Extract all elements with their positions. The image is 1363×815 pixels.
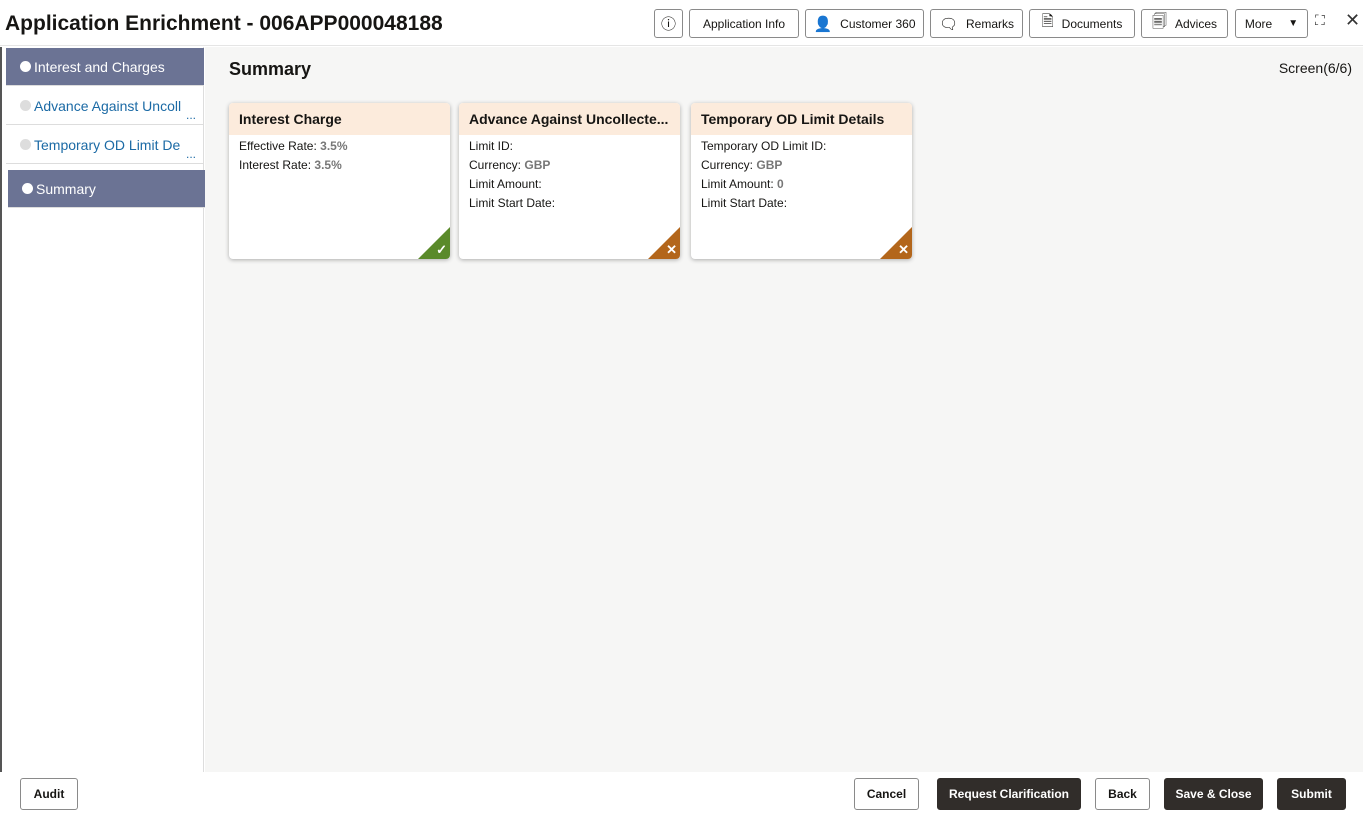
check-icon: ✓ bbox=[436, 242, 447, 257]
cross-icon: ✕ bbox=[666, 242, 677, 257]
step-dot-icon bbox=[20, 139, 31, 150]
field-label: Currency: bbox=[701, 158, 754, 172]
summary-card[interactable]: Advance Against Uncollecte... Limit ID: C… bbox=[459, 103, 680, 259]
comment-icon: 🗨 bbox=[938, 15, 959, 33]
step-dot-icon bbox=[20, 100, 31, 111]
field-label: Limit Start Date: bbox=[701, 196, 788, 210]
field-value: GBP bbox=[524, 158, 551, 172]
person-icon: 👤 bbox=[813, 15, 833, 33]
card-row: Limit Amount: 0 bbox=[701, 175, 902, 194]
field-value: 3.5% bbox=[314, 158, 342, 172]
label: Customer 360 bbox=[840, 16, 916, 31]
save-close-button[interactable]: Save & Close bbox=[1164, 778, 1263, 810]
collapse-icon[interactable]: ⛶ bbox=[1315, 12, 1325, 28]
sidebar-item-summary[interactable]: Summary bbox=[8, 170, 206, 208]
summary-card[interactable]: Interest Charge Effective Rate: 3.5% Inter… bbox=[229, 103, 450, 259]
card-row: Currency: GBP bbox=[701, 156, 902, 175]
label: Interest and Charges bbox=[34, 58, 165, 75]
field-label: Limit Start Date: bbox=[469, 196, 556, 210]
header: Application Enrichment - 006APP000048188… bbox=[0, 0, 1363, 46]
main-content: Summary Screen(6/6) Interest Charge Effec… bbox=[205, 47, 1363, 772]
card-row: Limit Amount: bbox=[469, 175, 670, 194]
page-title: Application Enrichment - 006APP000048188 bbox=[5, 12, 443, 35]
cancel-button[interactable]: Cancel bbox=[854, 778, 919, 810]
card-row: Limit ID: bbox=[469, 137, 670, 156]
card-row: Limit Start Date: bbox=[469, 194, 670, 213]
field-label: Interest Rate: bbox=[239, 158, 312, 172]
info-button[interactable]: ⓘ bbox=[654, 9, 683, 38]
section-title: Summary bbox=[229, 59, 312, 79]
document-icon: 🗎 bbox=[1041, 13, 1054, 30]
sidebar-item-advance-against-uncollected[interactable]: Advance Against Uncoll... bbox=[6, 87, 204, 125]
field-label: Limit Amount: bbox=[701, 177, 774, 191]
card-title: Advance Against Uncollecte... bbox=[459, 103, 680, 135]
field-value: 3.5% bbox=[320, 139, 348, 153]
card-row: Effective Rate: 3.5% bbox=[239, 137, 440, 156]
field-label: Limit Amount: bbox=[469, 177, 542, 191]
remarks-button[interactable]: 🗨 Remarks bbox=[930, 9, 1023, 38]
field-label: Currency: bbox=[469, 158, 522, 172]
caret-down-icon: ▼ bbox=[1288, 18, 1299, 29]
documents-button[interactable]: 🗎 Documents bbox=[1029, 9, 1135, 38]
application-info-button[interactable]: Application Info bbox=[689, 9, 799, 38]
label: Advices bbox=[1174, 16, 1218, 31]
field-value: GBP bbox=[756, 158, 783, 172]
close-icon[interactable]: ✕ bbox=[1345, 10, 1361, 30]
status-corner bbox=[648, 227, 680, 259]
submit-button[interactable]: Submit bbox=[1277, 778, 1346, 810]
step-dot-icon bbox=[20, 61, 31, 72]
ellipsis: ... bbox=[185, 108, 196, 122]
audit-button[interactable]: Audit bbox=[20, 778, 78, 810]
field-value: 0 bbox=[777, 177, 784, 191]
card-row: Currency: GBP bbox=[469, 156, 670, 175]
advices-button[interactable]: 🗐 Advices bbox=[1141, 9, 1228, 38]
sidebar-item-temporary-od-limit[interactable]: Temporary OD Limit De... bbox=[6, 126, 204, 164]
sidebar: Interest and Charges Advance Against Unc… bbox=[0, 47, 206, 772]
label: Application Info bbox=[702, 16, 786, 31]
back-button[interactable]: Back bbox=[1095, 778, 1150, 810]
ellipsis: ... bbox=[185, 147, 196, 161]
footer: Audit Cancel Request Clarification Back … bbox=[0, 772, 1363, 815]
status-corner bbox=[880, 227, 912, 259]
card-row: Interest Rate: 3.5% bbox=[239, 156, 440, 175]
label: More bbox=[1244, 16, 1273, 31]
card-row: Limit Start Date: bbox=[701, 194, 902, 213]
field-label: Effective Rate: bbox=[239, 139, 317, 153]
info-icon: ⓘ bbox=[660, 16, 676, 33]
card-title: Temporary OD Limit Details bbox=[691, 103, 912, 135]
cross-icon: ✕ bbox=[898, 242, 909, 257]
advices-icon: 🗐 bbox=[1151, 13, 1167, 30]
customer-360-button[interactable]: 👤 Customer 360 bbox=[805, 9, 924, 38]
request-clarification-button[interactable]: Request Clarification bbox=[937, 778, 1081, 810]
status-corner bbox=[418, 227, 450, 259]
label: Temporary OD Limit De bbox=[34, 136, 181, 153]
summary-card[interactable]: Temporary OD Limit Details Temporary OD L… bbox=[691, 103, 912, 259]
more-button[interactable]: More ▼ bbox=[1235, 9, 1308, 38]
label: Advance Against Uncoll bbox=[34, 97, 182, 114]
field-label: Temporary OD Limit ID: bbox=[701, 139, 827, 153]
label: Documents bbox=[1061, 16, 1123, 31]
card-row: Temporary OD Limit ID: bbox=[701, 137, 902, 156]
label: Remarks bbox=[966, 16, 1015, 31]
card-title: Interest Charge bbox=[229, 103, 450, 135]
screen-indicator: Screen(6/6) bbox=[1278, 60, 1352, 76]
label: Summary bbox=[36, 180, 96, 197]
sidebar-item-interest-and-charges[interactable]: Interest and Charges bbox=[6, 48, 204, 86]
field-label: Limit ID: bbox=[469, 139, 514, 153]
step-dot-icon bbox=[22, 183, 33, 194]
